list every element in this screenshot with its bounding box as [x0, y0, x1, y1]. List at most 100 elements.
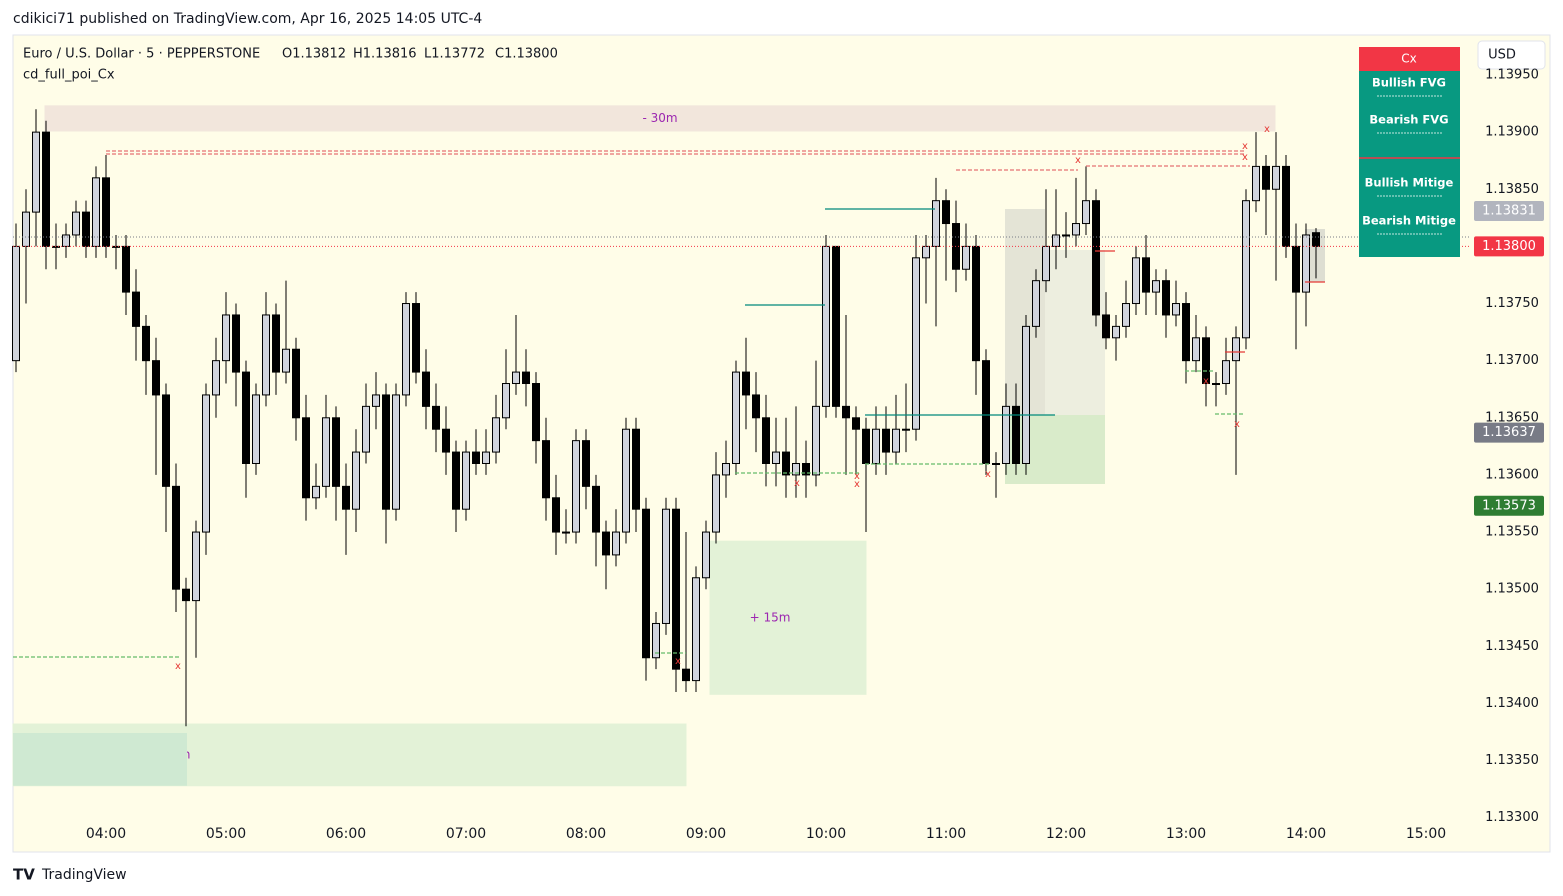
candle-body [562, 531, 570, 534]
candle-body [832, 245, 840, 407]
x-tick-label: 15:00 [1406, 826, 1446, 842]
candle-body [62, 234, 70, 247]
marker: x [1203, 376, 1209, 387]
candle-body [552, 497, 560, 533]
candle-body [1152, 280, 1160, 293]
price-tag-label: 1.13637 [1482, 425, 1536, 440]
candle-body [572, 440, 580, 533]
marker: x [854, 471, 860, 482]
candle-body [752, 394, 760, 419]
candle-body [122, 245, 130, 293]
candle-body [922, 245, 930, 259]
candle-body [522, 371, 530, 385]
candle-body [732, 371, 740, 464]
candle-body [782, 451, 790, 476]
candle-body [1082, 200, 1090, 225]
candle-body [1282, 165, 1290, 247]
candle-body [502, 383, 510, 419]
panel-header [1359, 47, 1460, 71]
candle-body [32, 131, 40, 213]
candle-body [1312, 232, 1320, 247]
marker: x [1075, 155, 1081, 166]
candle-body [1002, 405, 1010, 464]
candle-body [1112, 325, 1120, 339]
candle-body [212, 360, 220, 396]
candle-body [842, 405, 850, 419]
candle-body [1052, 234, 1060, 247]
y-tick-label: 1.13300 [1485, 810, 1539, 825]
candle-body [802, 462, 810, 476]
zone-label: + 15m [750, 610, 791, 624]
candle-body [1302, 234, 1310, 293]
candle-body [532, 383, 540, 442]
marker: x [1242, 141, 1248, 152]
candle-body [442, 428, 450, 453]
currency-button[interactable] [1477, 40, 1546, 70]
marker: x [1242, 152, 1248, 163]
candle-body [862, 428, 870, 464]
y-tick-label: 1.13650 [1485, 410, 1539, 425]
candle-body [902, 428, 910, 431]
candle-body [872, 428, 880, 464]
x-tick-label: 13:00 [1166, 826, 1206, 842]
candle-body [42, 131, 50, 247]
panel-item: Bearish Mitige [1362, 214, 1456, 228]
candle-body [1272, 165, 1280, 190]
candle-body [162, 394, 170, 487]
x-tick-label: 07:00 [446, 826, 486, 842]
plot-background [12, 34, 1551, 853]
panel-body [1359, 71, 1460, 257]
candle-body [1072, 223, 1080, 236]
symbol: Euro / U.S. Dollar · 5 · PEPPERSTONE [23, 47, 260, 62]
zone [709, 540, 867, 695]
price-tag-label: 1.13800 [1482, 239, 1536, 254]
candle-body [672, 508, 680, 670]
candle-body [12, 245, 20, 362]
candle-body [812, 405, 820, 476]
candle-body [602, 531, 610, 556]
candle-body [372, 394, 380, 407]
candle-body [972, 245, 980, 362]
candle-body [962, 245, 970, 270]
candle-body [1022, 325, 1030, 464]
publisher-line: cdikici71 published on TradingView.com, … [13, 11, 482, 27]
candle-body [1062, 234, 1070, 237]
marker: x [1264, 124, 1270, 135]
x-tick-label: 04:00 [86, 826, 126, 842]
candle-body [102, 177, 110, 247]
marker: x [175, 661, 181, 672]
candle-body [262, 314, 270, 396]
marker: x [794, 478, 800, 489]
candle-body [1012, 405, 1020, 464]
candle-body [202, 394, 210, 533]
candle-body [312, 485, 320, 499]
candle-body [662, 508, 670, 624]
y-tick-label: 1.13550 [1485, 525, 1539, 540]
candle-body [892, 428, 900, 453]
ohlc-value: L1.13772 [424, 47, 485, 62]
price-tag [1474, 495, 1544, 516]
candle-body [142, 325, 150, 362]
candle-body [592, 485, 600, 533]
candle-body [1122, 303, 1130, 327]
currency[interactable]: USD [1488, 48, 1516, 63]
candle-body [152, 360, 160, 396]
candle-body [242, 371, 250, 464]
candle-body [1132, 257, 1140, 305]
candle-body [1102, 314, 1110, 339]
candle-body [82, 211, 90, 247]
candle-body [402, 303, 410, 396]
candle-body [942, 200, 950, 225]
y-tick-label: 1.13700 [1485, 353, 1539, 368]
brand: TradingView [41, 867, 127, 883]
marker: x [675, 656, 681, 667]
zone-overlap [13, 733, 187, 786]
x-tick-label: 05:00 [206, 826, 246, 842]
candle-body [1142, 257, 1150, 293]
candle-body [692, 577, 700, 682]
candle-body [702, 531, 710, 579]
panel-item: Bullish FVG [1372, 76, 1446, 90]
indicator-name: cd_full_poi_Cx [23, 68, 115, 83]
